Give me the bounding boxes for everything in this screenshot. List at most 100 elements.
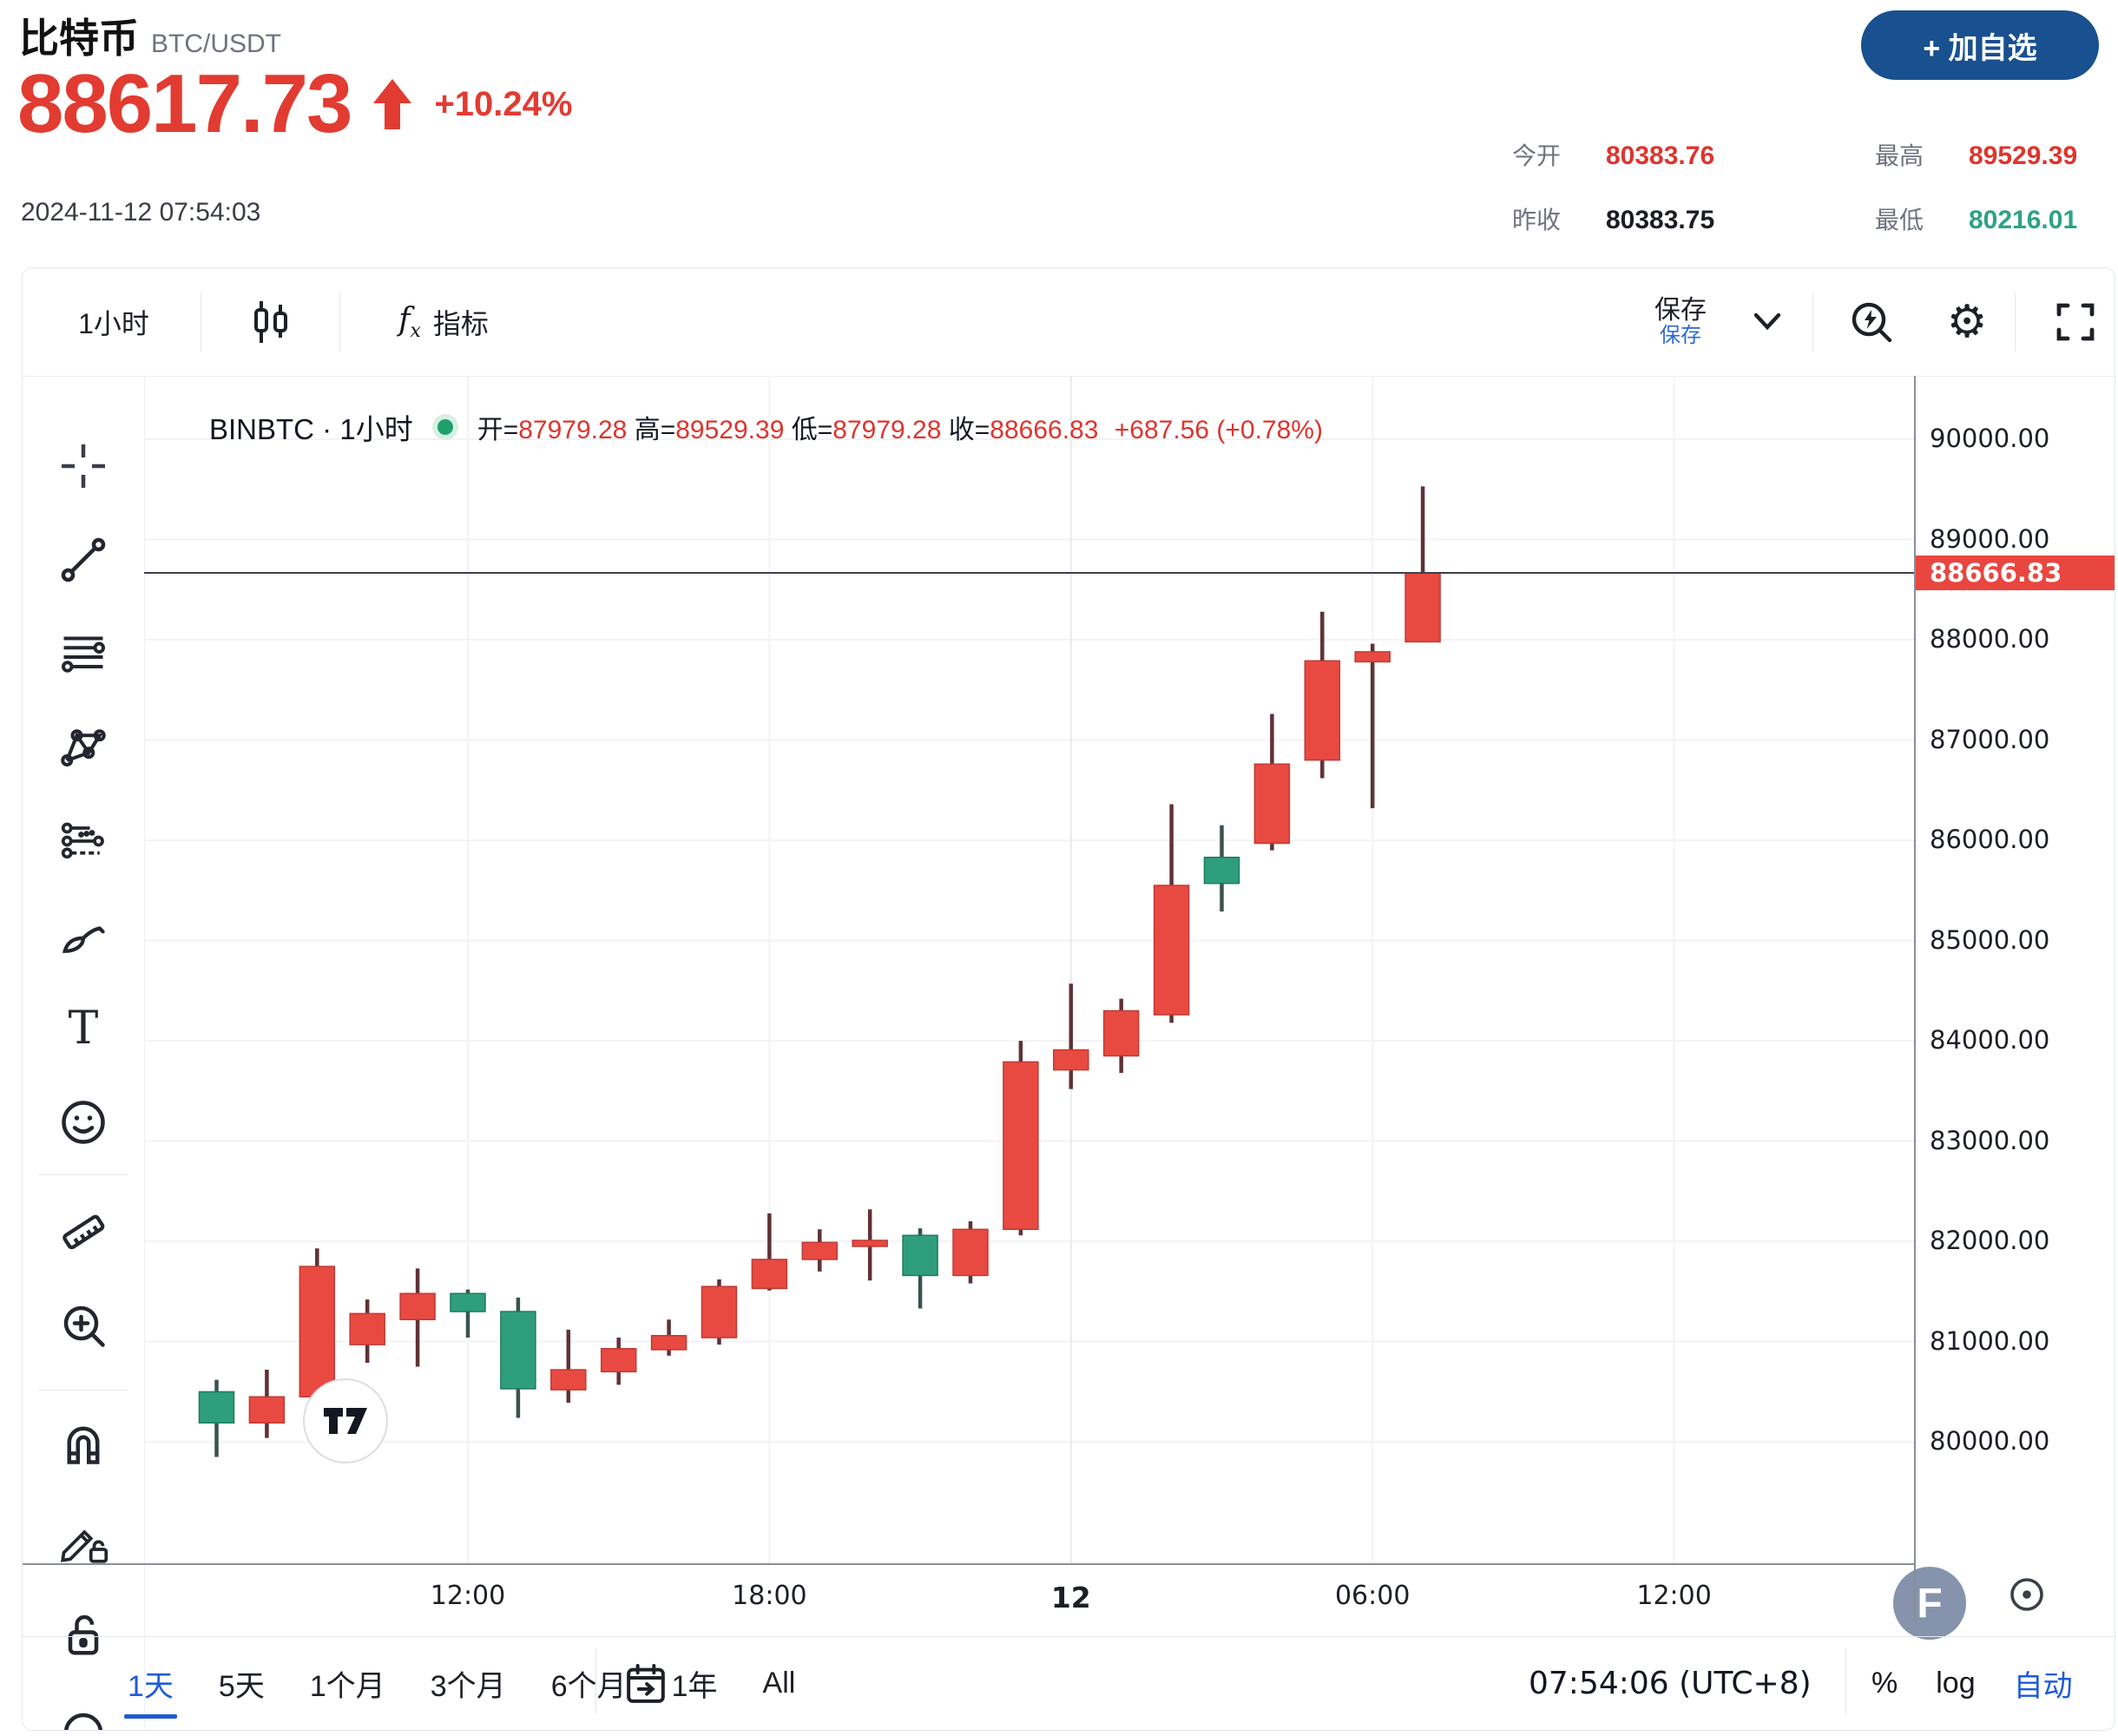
measure-tool[interactable] — [54, 1202, 113, 1261]
time-axis-label: 12:00 — [1636, 1581, 1712, 1611]
time-axis[interactable]: 12:00 18:00 12 06:00 12:00 — [23, 1563, 1914, 1628]
indicators-button[interactable]: fx 指标 — [398, 301, 489, 343]
sidebar-divider — [38, 1174, 128, 1175]
percent-scale-button[interactable]: % — [1871, 1667, 1898, 1700]
text-icon: T — [68, 1003, 99, 1055]
bullseye-icon — [2010, 1578, 2043, 1611]
fullscreen-button[interactable] — [2036, 268, 2115, 376]
price-axis-label: 88000.00 — [1930, 624, 2050, 654]
stat-label: 最高 — [1875, 142, 1924, 169]
brush-tool[interactable] — [54, 905, 113, 964]
price-axis-label: 82000.00 — [1930, 1226, 2050, 1256]
flash-search-icon — [1852, 302, 1892, 343]
candle-body — [1304, 660, 1341, 761]
text-tool[interactable]: T — [54, 999, 113, 1058]
settings-button[interactable]: ⚙ — [1928, 268, 2006, 376]
time-axis-label: 12 — [1050, 1581, 1091, 1614]
add-watchlist-button[interactable]: + 加自选 — [1861, 10, 2099, 80]
price-axis[interactable]: 90000.00 89000.00 88000.00 87000.00 86000.00… — [1914, 376, 2115, 1626]
zoom-in-icon — [63, 1305, 105, 1347]
candle-body — [1003, 1061, 1039, 1231]
stat-prev-close: 昨收 80383.75 — [1512, 201, 1714, 236]
price-axis-label: 83000.00 — [1930, 1125, 2050, 1155]
candle-body — [550, 1369, 587, 1391]
candle-body — [1153, 884, 1190, 1016]
chart-card: 1小时 fx 指标 保存 保存 — [22, 267, 2115, 1731]
candle-body — [248, 1396, 286, 1424]
pencil-lock-icon — [61, 1529, 109, 1563]
candle-body — [349, 1312, 385, 1345]
last-price-tag: 88666.83 — [1916, 556, 2115, 590]
zoom-in-tool[interactable] — [54, 1296, 113, 1355]
stat-high: 最高 89529.39 — [1875, 137, 2077, 172]
stat-value: 80383.75 — [1606, 206, 1715, 234]
fullscreen-icon — [2056, 303, 2095, 341]
crosshair-tool[interactable] — [54, 437, 113, 496]
tradingview-logo[interactable] — [303, 1378, 388, 1463]
candle-body — [1253, 763, 1291, 845]
coin-name: 比特币 — [19, 16, 139, 61]
chart-style-button[interactable] — [222, 268, 318, 376]
candle-body — [650, 1334, 687, 1351]
legend-close: 88666.83 — [990, 416, 1099, 444]
price-axis-label: 80000.00 — [1930, 1426, 2050, 1457]
stat-value: 80383.76 — [1606, 141, 1715, 170]
projection-tool[interactable] — [54, 812, 113, 871]
range-toolbar: 1天 5天 1个月 3个月 6个月 1年 All 07:54:06 (UTC+8) % lo… — [23, 1636, 2115, 1730]
smiley-icon — [62, 1101, 105, 1144]
candle-body — [952, 1228, 989, 1277]
trendline-tool[interactable] — [54, 530, 113, 589]
clock[interactable]: 07:54:06 (UTC+8) — [1529, 1666, 1812, 1701]
auto-scale-button[interactable]: 自动 — [2013, 1670, 2073, 1703]
goto-date-button[interactable] — [622, 1660, 670, 1708]
stat-label: 今开 — [1512, 142, 1562, 169]
price-axis-label: 81000.00 — [1930, 1325, 2050, 1356]
magnet-tool[interactable] — [54, 1417, 113, 1476]
divider — [2015, 293, 2016, 352]
stat-value: 80216.01 — [1969, 206, 2078, 234]
change-percent: +10.24% — [434, 84, 573, 123]
magnet-icon — [67, 1426, 100, 1464]
divider — [339, 293, 340, 352]
drawing-lock-tool[interactable] — [54, 1511, 113, 1570]
interval-button[interactable]: 1小时 — [78, 308, 149, 339]
range-button-All[interactable]: All — [762, 1667, 796, 1700]
range-button-5天[interactable]: 5天 — [218, 1670, 265, 1703]
candle-body — [1053, 1049, 1089, 1071]
legend-series[interactable]: BINBTC · 1小时 — [209, 413, 413, 445]
trendline-icon — [61, 537, 106, 582]
save-menu-chevron[interactable] — [1737, 268, 1798, 376]
quote-timestamp: 2024-11-12 07:54:03 — [21, 198, 261, 227]
save-button[interactable]: 保存 保存 — [1654, 296, 1707, 348]
price-axis-label: 85000.00 — [1930, 924, 2050, 955]
xabcd-pattern-tool[interactable] — [54, 718, 113, 777]
goto-realtime-button[interactable] — [2006, 1574, 2048, 1615]
chart-plot-area[interactable]: BINBTC · 1小时 开=87979.28 高=89529.39 低=879… — [144, 376, 1966, 1640]
quick-search-button[interactable] — [1832, 268, 1911, 376]
candle-body — [1203, 856, 1240, 884]
chart-toolbar: 1小时 fx 指标 保存 保存 — [23, 268, 2115, 377]
crosshair-icon — [62, 444, 105, 488]
log-scale-button[interactable]: log — [1936, 1667, 1976, 1700]
range-button-1年[interactable]: 1年 — [671, 1670, 718, 1703]
candle-body — [801, 1241, 839, 1260]
emoji-tool[interactable] — [54, 1093, 113, 1152]
range-button-6个月[interactable]: 6个月 — [550, 1670, 627, 1703]
candle-body — [198, 1391, 235, 1424]
partial-circle-icon — [64, 1713, 102, 1730]
price-row: 88617.73 +10.24% — [17, 62, 572, 146]
time-axis-label: 06:00 — [1334, 1581, 1411, 1611]
lock-all-tool[interactable] — [54, 1605, 113, 1664]
time-axis-label: 18:00 — [732, 1581, 807, 1611]
drawing-sidebar: T — [23, 376, 145, 1730]
scale-controls: % log 自动 — [1871, 1662, 2073, 1705]
gear-icon: ⚙ — [1946, 297, 1988, 347]
range-button-1个月[interactable]: 1个月 — [309, 1670, 385, 1703]
divider — [1845, 1647, 1846, 1715]
fib-retracement-tool[interactable] — [54, 624, 113, 683]
hidden-tool-partial[interactable] — [54, 1699, 113, 1730]
range-button-1天[interactable]: 1天 — [124, 1662, 177, 1719]
range-button-3个月[interactable]: 3个月 — [430, 1670, 506, 1703]
page-title: 比特币 BTC/USDT — [19, 7, 281, 64]
fx-icon: fx — [398, 301, 421, 343]
